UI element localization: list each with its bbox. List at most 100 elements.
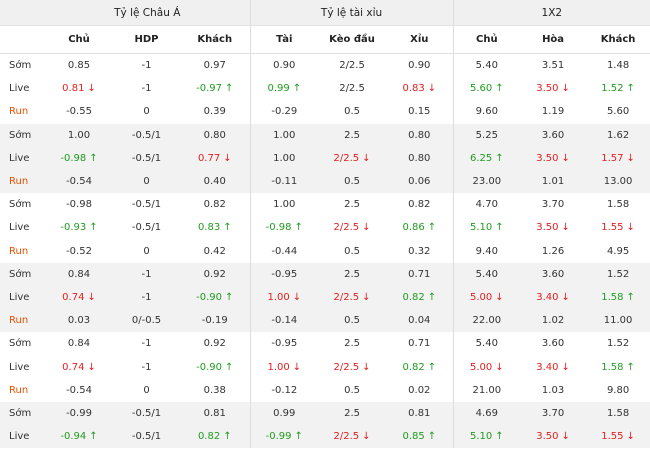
odds-cell: 5.00 ↓: [452, 285, 521, 310]
odds-cell: 0.99: [249, 401, 319, 425]
odds-value: 1.19: [541, 106, 565, 118]
odds-cell: 0.71: [386, 262, 454, 286]
odds-value: 2.5: [344, 338, 360, 350]
odds-value: 0.82: [197, 431, 221, 443]
odds-cell: -0.99 ↑: [249, 425, 319, 449]
odds-value: 2/2.5: [333, 291, 360, 303]
odds-value: -1: [141, 361, 152, 373]
odds-value: 0.82: [203, 199, 226, 211]
arrow-down-icon: ↓: [626, 222, 635, 234]
odds-value: 2/2.5: [333, 152, 360, 164]
odds-value: 0.74: [62, 291, 85, 303]
odds-value: 0.97: [203, 60, 226, 72]
odds-value: 0: [143, 176, 150, 188]
odds-cell: 5.10 ↑: [452, 425, 521, 449]
arrow-down-icon: ↓: [223, 152, 232, 164]
row-label: Run: [0, 309, 45, 333]
odds-value: 1.00: [273, 129, 296, 141]
odds-value: -0.5/1: [131, 431, 162, 443]
odds-value: 0.02: [408, 384, 431, 396]
odds-value: -0.95: [271, 268, 298, 280]
odds-cell: -0.5/1: [113, 146, 180, 170]
odds-value: 2/2.5: [339, 83, 365, 95]
odds-cell: -0.19: [180, 309, 251, 333]
odds-cell: 0.80: [180, 123, 251, 147]
arrow-down-icon: ↓: [561, 431, 570, 443]
arrow-up-icon: ↑: [427, 222, 437, 234]
odds-value: -1: [141, 83, 152, 95]
arrow-down-icon: ↓: [561, 83, 570, 95]
odds-cell: 2/2.5 ↓: [318, 216, 386, 239]
odds-value: 11.00: [603, 315, 633, 327]
arrow-up-icon: ↑: [225, 83, 234, 95]
odds-value: -0.98: [60, 152, 87, 164]
odds-cell: 1.48: [586, 54, 650, 78]
odds-cell: -0.99: [45, 401, 113, 425]
odds-value: 2/2.5: [333, 361, 360, 373]
odds-cell: 0.92: [180, 262, 251, 286]
odds-value: 5.10: [469, 431, 493, 443]
odds-cell: 0.90: [386, 54, 453, 78]
odds-cell: 0.38: [180, 379, 250, 402]
odds-value: 1.52: [601, 83, 624, 95]
odds-cell: 0.74 ↓: [45, 355, 113, 378]
odds-cell: 11.00: [586, 309, 650, 333]
odds-value: 0.71: [408, 338, 431, 350]
odds-cell: 0.82 ↑: [386, 285, 454, 310]
row-label: Sớm: [9, 60, 32, 72]
odds-value: 0.92: [203, 338, 226, 350]
odds-cell: 0.32: [386, 240, 453, 263]
odds-cell: 0.5: [318, 240, 386, 263]
odds-cell: -1: [113, 77, 180, 100]
odds-cell: -1: [113, 262, 180, 286]
arrow-up-icon: ↑: [427, 431, 437, 443]
odds-cell: 3.70: [520, 401, 587, 425]
odds-value: 1.58: [601, 361, 624, 373]
group-header-row: Tỷ lệ Châu Á Tỷ lệ tài xỉu 1X2: [0, 0, 650, 26]
group-header-asian-handicap: Tỷ lệ Châu Á: [45, 0, 251, 26]
odds-cell: 0.06: [386, 169, 454, 194]
odds-value: 5.00: [469, 291, 493, 303]
odds-cell: -0.55: [45, 100, 113, 123]
odds-value: 3.60: [541, 338, 565, 350]
row-label: Sớm: [0, 262, 45, 286]
odds-value: 1.55: [601, 222, 624, 234]
row-label: Sớm: [9, 338, 32, 350]
column-header-row: Chủ HDP Khách Tài Kèo đầu Xỉu Chủ Hòa Kh…: [0, 25, 650, 54]
odds-value: 2.5: [344, 407, 360, 419]
odds-value: -0.55: [66, 106, 92, 118]
odds-value: 0.83: [402, 83, 425, 95]
odds-value: 0.85: [402, 431, 425, 443]
odds-value: 4.70: [475, 199, 498, 211]
odds-value: 0.99: [273, 407, 296, 419]
odds-cell: 3.60: [520, 123, 587, 147]
odds-value: 0.80: [203, 129, 226, 141]
row-label: Sớm: [0, 123, 45, 147]
row-label: Live: [0, 285, 45, 310]
group-header-over-under: Tỷ lệ tài xỉu: [249, 0, 454, 26]
odds-table-body: Sớm 0.85 -1 0.97 0.90 2/2.5 0.90 5.40 3.51 1.48 Li…: [0, 53, 650, 449]
arrow-down-icon: ↓: [87, 291, 96, 303]
odds-value: 0.15: [408, 106, 431, 118]
odds-cell: 2.5: [318, 193, 386, 216]
table-row: Sớm 0.84 -1 0.92 -0.95 2.5 0.71 5.40 3.60 1.52: [0, 262, 650, 286]
odds-cell: 5.40: [452, 332, 521, 356]
odds-value: 0.5: [344, 176, 360, 188]
odds-cell: 2.5: [318, 332, 386, 355]
odds-cell: -0.98 ↑: [45, 146, 113, 170]
odds-cell: 0.5: [318, 169, 387, 194]
odds-cell: 0.84: [45, 262, 113, 286]
odds-cell: 3.50 ↓: [520, 146, 587, 170]
arrow-down-icon: ↓: [87, 83, 96, 95]
arrow-up-icon: ↑: [495, 83, 504, 95]
odds-value: -0.14: [271, 315, 298, 327]
arrow-down-icon: ↓: [362, 152, 371, 164]
odds-cell: -0.5/1: [113, 123, 180, 147]
odds-cell: 0.40: [180, 169, 251, 194]
odds-value: 1.52: [606, 338, 630, 350]
odds-value: -0.19: [201, 315, 228, 327]
odds-cell: 1.00 ↓: [249, 355, 319, 379]
odds-cell: 1.00: [249, 193, 319, 217]
column-header-over: Tài: [249, 25, 319, 54]
